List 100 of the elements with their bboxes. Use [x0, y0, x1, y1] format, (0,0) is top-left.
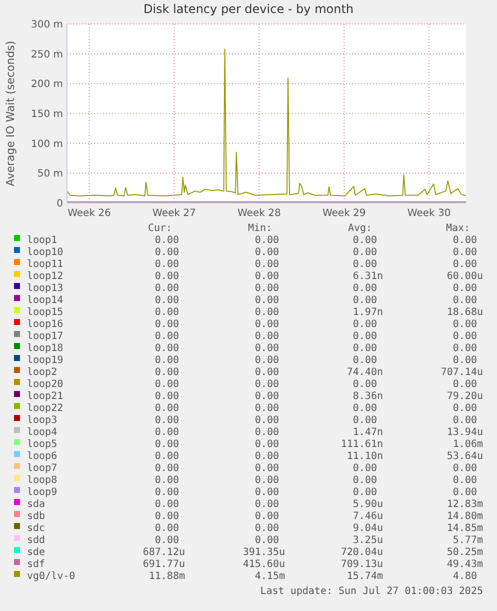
text: 0.00 — [154, 343, 179, 354]
text: 4.80 — [452, 571, 477, 582]
y-tick-label: 300 m — [30, 20, 63, 30]
text: 0.00 — [452, 355, 477, 366]
legend-label: loop12 — [27, 271, 64, 282]
text: 0.00 — [452, 283, 477, 294]
text: 0.00 — [254, 331, 279, 342]
text: 0.00 — [254, 451, 279, 462]
text: 0.00 — [254, 487, 279, 498]
text: 0.00 — [154, 307, 179, 318]
text: 0.00 — [154, 283, 179, 294]
text: 60.00u — [446, 271, 483, 282]
text: 0.00 — [254, 319, 279, 330]
text: 50.25m — [446, 547, 483, 558]
text: 0.00 — [154, 367, 179, 378]
text: 1.47n — [352, 427, 383, 438]
legend-label: loop14 — [27, 295, 64, 306]
text: 0.00 — [254, 535, 279, 546]
text: 0.00 — [254, 283, 279, 294]
text: 79.20u — [446, 391, 483, 402]
text: 74.40n — [346, 367, 383, 378]
text: 0.00 — [254, 379, 279, 390]
text: 0.00 — [154, 403, 179, 414]
y-tick-label: 50 m — [37, 168, 63, 180]
x-tick-label: Week 26 — [68, 208, 111, 219]
legend-label: sdc — [27, 523, 46, 534]
text: 0.00 — [254, 499, 279, 510]
text: 0.00 — [352, 295, 377, 306]
y-tick-label: 200 m — [30, 79, 63, 90]
y-axis-title: Average IO Wait (seconds) — [4, 40, 17, 186]
text: 49.43m — [446, 559, 483, 570]
text: 0.00 — [254, 427, 279, 438]
text: 0.00 — [154, 295, 179, 306]
legend-label: loop21 — [27, 391, 64, 402]
text: 0.00 — [452, 295, 477, 306]
text: 6.31n — [352, 271, 383, 282]
text: 0.00 — [254, 367, 279, 378]
legend-label: loop9 — [27, 487, 58, 498]
text: 0.00 — [154, 427, 179, 438]
text: 0.00 — [154, 259, 179, 270]
text: 0.00 — [452, 487, 477, 498]
text: 0.00 — [452, 403, 477, 414]
y-tick-label: 100 m — [30, 138, 63, 150]
text: 415.60u — [242, 559, 285, 570]
text: 707.14u — [440, 367, 483, 378]
legend-label: loop11 — [27, 259, 64, 270]
legend-label: loop19 — [27, 355, 64, 366]
text: 0.00 — [352, 247, 377, 258]
text: 0.00 — [154, 511, 179, 522]
text: 3.25u — [352, 535, 383, 546]
text: 0.00 — [452, 331, 477, 342]
text: 0.00 — [452, 259, 477, 270]
text: 0.00 — [154, 331, 179, 342]
y-tick-label: 150 m — [30, 109, 63, 120]
legend-label: loop10 — [27, 247, 64, 258]
legend-label: loop3 — [27, 415, 58, 426]
text: 5.90u — [352, 499, 383, 510]
text: 0.00 — [452, 319, 477, 330]
text: 0.00 — [154, 415, 179, 426]
text: 0.00 — [352, 355, 377, 366]
text: 0.00 — [154, 463, 179, 474]
text: 0.00 — [352, 403, 377, 414]
legend-label: loop8 — [27, 475, 58, 486]
text: 0.00 — [352, 235, 377, 246]
text: 0.00 — [352, 331, 377, 342]
text: 14.80m — [446, 511, 483, 522]
text: 0.00 — [254, 415, 279, 426]
text: 0.00 — [452, 379, 477, 390]
legend-label: sdb — [27, 511, 46, 522]
legend-label: sdf — [27, 559, 46, 570]
text: 0.00 — [254, 475, 279, 486]
text: Last update: Sun Jul 27 01:00:03 2025 — [260, 586, 483, 597]
x-tick-label: Week 29 — [322, 208, 366, 219]
text: 0.00 — [452, 343, 477, 354]
text: 0.00 — [452, 475, 477, 486]
x-tick-label: Week 28 — [238, 208, 281, 219]
text: 0.00 — [352, 487, 377, 498]
text: 0.00 — [452, 235, 477, 246]
text: 0.00 — [254, 343, 279, 354]
text: 11.10n — [346, 451, 383, 462]
text: 1.06m — [452, 439, 483, 450]
legend-label: loop17 — [27, 331, 64, 342]
legend-label: loop6 — [27, 451, 58, 462]
text: 9.04u — [352, 523, 383, 534]
text: 391.35u — [242, 547, 285, 558]
text: 5.77m — [452, 535, 483, 546]
text: 53.64u — [446, 451, 483, 462]
text: 4.15m — [254, 571, 285, 582]
text: 0.00 — [352, 415, 377, 426]
text: 0.00 — [154, 439, 179, 450]
text: 0.00 — [254, 259, 279, 270]
text: 0.00 — [452, 415, 477, 426]
text: 0.00 — [352, 283, 377, 294]
text: 0.00 — [154, 355, 179, 366]
text: 0.00 — [352, 343, 377, 354]
text: 8.36n — [352, 391, 383, 402]
text: 0.00 — [452, 463, 477, 474]
text: 0.00 — [154, 475, 179, 486]
text: 12.83m — [446, 499, 483, 510]
text: 0.00 — [254, 403, 279, 414]
